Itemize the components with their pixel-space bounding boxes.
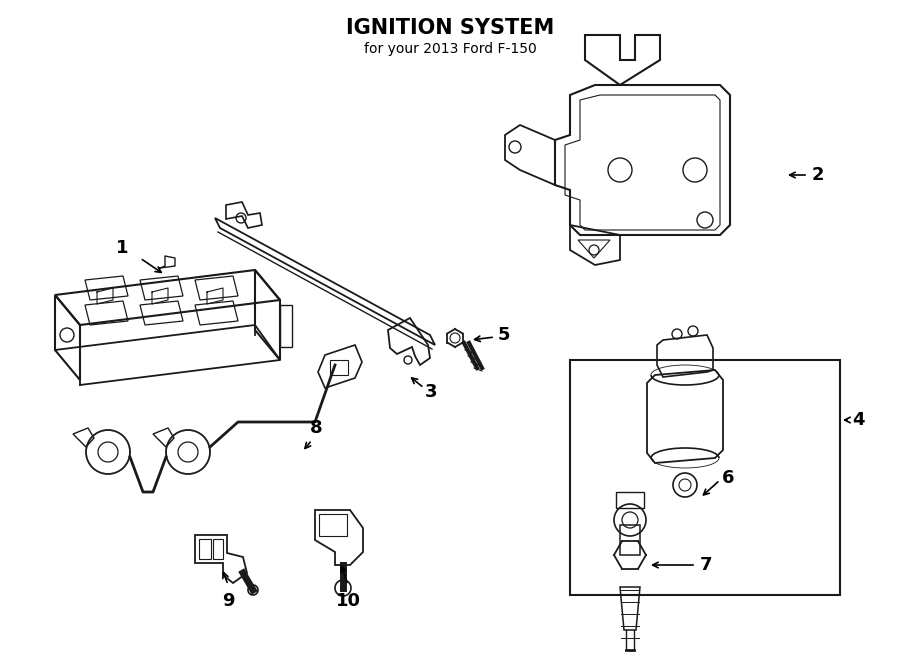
Text: 1: 1	[116, 239, 128, 257]
Bar	[570, 360, 840, 595]
Text: 2: 2	[812, 166, 824, 184]
Bar	[280, 305, 292, 347]
Text: 4: 4	[852, 411, 865, 429]
Bar	[330, 360, 348, 375]
Text: 6: 6	[722, 469, 734, 487]
Text: 10: 10	[336, 592, 361, 610]
Text: 3: 3	[425, 383, 437, 401]
Bar	[199, 539, 211, 559]
Text: 7: 7	[700, 556, 713, 574]
Text: for your 2013 Ford F-150: for your 2013 Ford F-150	[364, 42, 536, 56]
Text: 8: 8	[310, 419, 322, 437]
Bar	[319, 514, 347, 536]
Text: 5: 5	[498, 326, 510, 344]
Bar	[616, 492, 644, 508]
Bar	[213, 539, 223, 559]
Text: IGNITION SYSTEM: IGNITION SYSTEM	[346, 18, 554, 38]
Text: 9: 9	[221, 592, 234, 610]
